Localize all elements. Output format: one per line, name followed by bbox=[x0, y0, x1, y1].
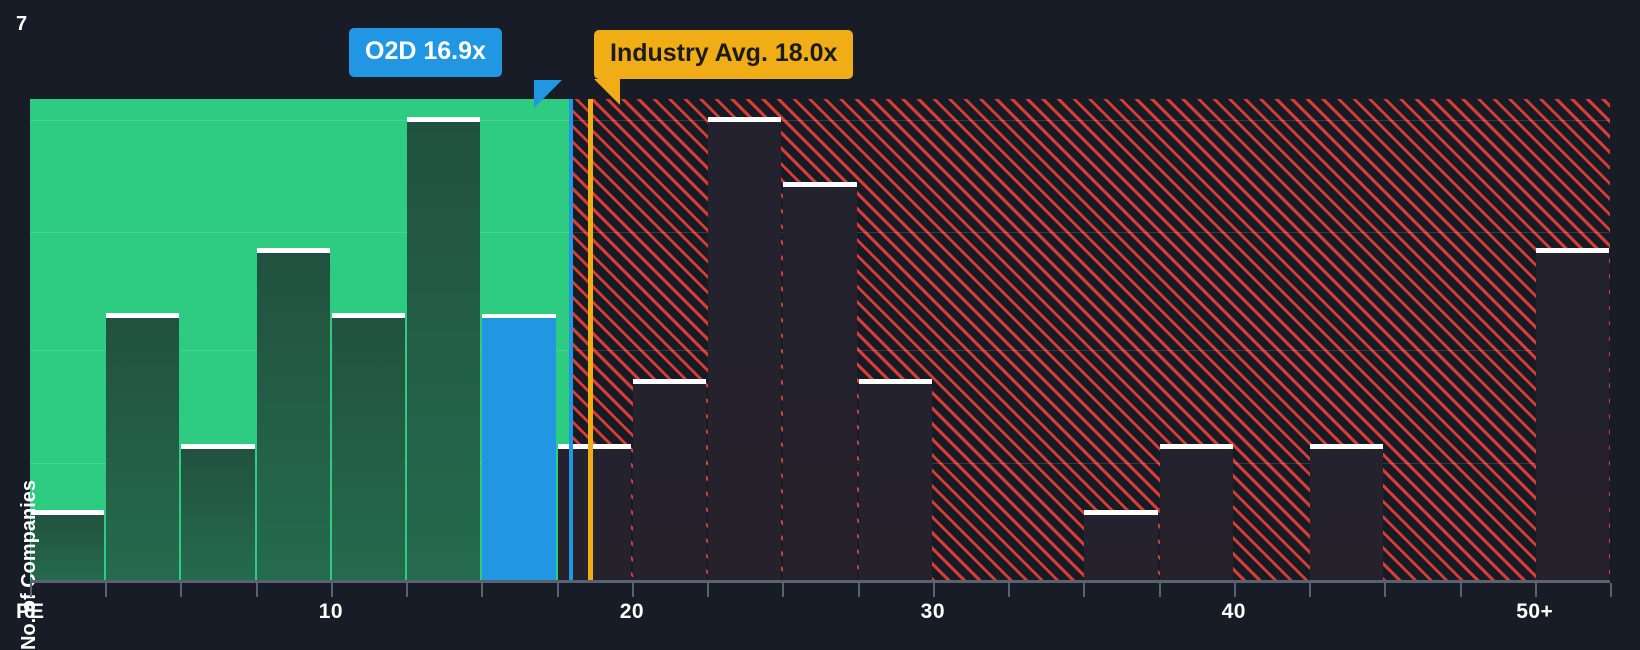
x-tick bbox=[631, 583, 634, 597]
bar-top-cap bbox=[1159, 444, 1233, 450]
x-tick bbox=[1008, 583, 1011, 597]
x-tick bbox=[1384, 583, 1387, 597]
bar-top-cap bbox=[331, 313, 406, 319]
x-axis-label-40: 40 bbox=[1221, 600, 1246, 623]
x-tick bbox=[857, 583, 860, 597]
bar-50+[interactable] bbox=[1535, 247, 1609, 580]
x-tick bbox=[1459, 583, 1462, 597]
x-tick bbox=[1233, 583, 1236, 597]
bar-top-cap bbox=[632, 378, 707, 384]
bar-top-cap bbox=[783, 182, 857, 188]
x-tick bbox=[707, 583, 710, 597]
plot-area bbox=[30, 99, 1610, 580]
x-axis-label-30: 30 bbox=[920, 600, 946, 623]
x-tick bbox=[782, 583, 785, 597]
x-tick bbox=[556, 583, 559, 597]
bar-top-cap bbox=[106, 313, 180, 319]
o2d-callout[interactable]: O2D 16.9x bbox=[349, 28, 562, 108]
bar-top-cap bbox=[256, 247, 330, 253]
x-axis-label-50plus: 50+ bbox=[1516, 600, 1554, 623]
x-tick bbox=[1309, 583, 1312, 597]
industry-avg-callout[interactable]: Industry Avg. 18.0x bbox=[594, 30, 854, 105]
x-axis-label-20: 20 bbox=[619, 600, 645, 623]
x-tick bbox=[932, 583, 935, 597]
x-tick bbox=[330, 583, 333, 597]
bar-22.5-25[interactable] bbox=[708, 116, 782, 580]
bar-35-37.5[interactable] bbox=[1084, 509, 1158, 580]
bar-top-cap bbox=[1084, 509, 1158, 515]
bar-7.5-10[interactable] bbox=[256, 247, 330, 580]
x-tick bbox=[180, 583, 183, 597]
bar-20-22.5[interactable] bbox=[632, 378, 707, 580]
x-tick bbox=[1083, 583, 1086, 597]
bar-top-cap bbox=[482, 314, 556, 319]
bar-top-cap bbox=[1310, 444, 1384, 450]
x-tick bbox=[1534, 583, 1537, 597]
bar-top-cap bbox=[181, 444, 255, 450]
industry-avg-callout-tail bbox=[594, 79, 620, 105]
gridline-7 bbox=[30, 120, 1610, 121]
industry-avg-marker-line bbox=[588, 99, 593, 580]
x-tick bbox=[1610, 583, 1612, 597]
bar-25-27.5[interactable] bbox=[783, 182, 857, 580]
bar-top-cap bbox=[31, 509, 105, 515]
bar-0-2.5[interactable] bbox=[31, 509, 105, 580]
o2d-callout-tail bbox=[534, 80, 562, 108]
bar-42.5-45[interactable] bbox=[1310, 444, 1384, 580]
x-axis-line bbox=[30, 580, 1610, 583]
bar-5-7.5[interactable] bbox=[181, 444, 255, 580]
bar-2.5-5[interactable] bbox=[106, 313, 180, 580]
x-tick bbox=[30, 583, 32, 597]
bar-37.5-40[interactable] bbox=[1159, 444, 1233, 580]
bar-12.5-15[interactable] bbox=[407, 116, 481, 580]
bar-top-cap bbox=[1535, 247, 1609, 253]
x-tick bbox=[406, 583, 409, 597]
bar-27.5-30[interactable] bbox=[858, 378, 932, 580]
bar-top-cap bbox=[858, 378, 932, 384]
x-tick bbox=[255, 583, 258, 597]
y-axis-top-value: 7 bbox=[16, 13, 28, 35]
x-axis-prefix-label: PE bbox=[15, 600, 45, 623]
o2d-callout-label: O2D 16.9x bbox=[365, 37, 486, 65]
o2d-marker-line bbox=[569, 99, 573, 580]
bar-10-12.5[interactable] bbox=[331, 313, 406, 580]
x-tick bbox=[481, 583, 484, 597]
industry-avg-callout-label: Industry Avg. 18.0x bbox=[610, 39, 838, 67]
x-tick bbox=[1158, 583, 1161, 597]
bar-15-17.5[interactable] bbox=[482, 314, 556, 580]
bar-top-cap bbox=[407, 116, 481, 122]
bar-top-cap bbox=[708, 116, 782, 122]
x-axis-label-0: 0 bbox=[23, 600, 37, 623]
x-tick bbox=[105, 583, 108, 597]
bar-top-cap bbox=[557, 444, 631, 450]
x-axis-label-10: 10 bbox=[318, 600, 344, 623]
